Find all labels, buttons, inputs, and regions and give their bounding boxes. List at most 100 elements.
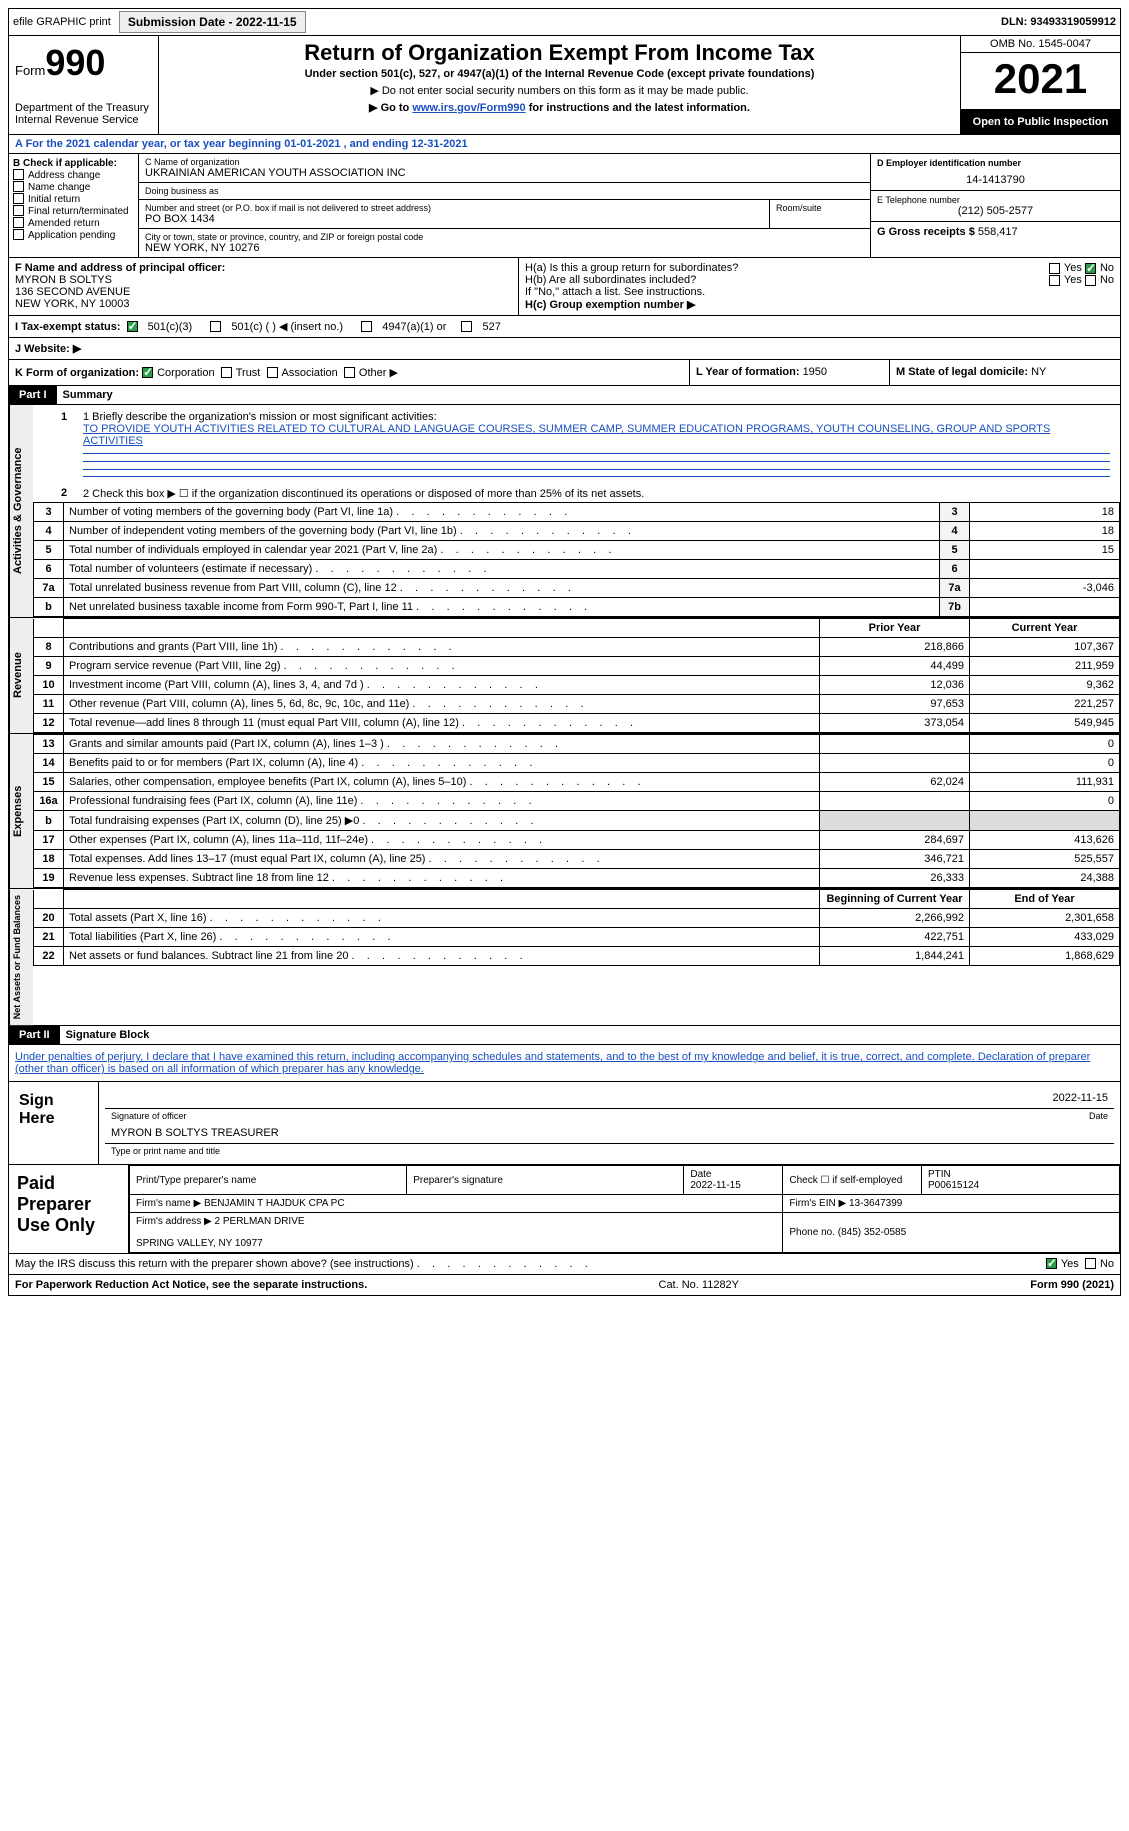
open-to-public: Open to Public Inspection [961,110,1120,134]
line-desc: Total revenue—add lines 8 through 11 (mu… [64,714,820,733]
ha-yes-checkbox[interactable] [1049,263,1060,274]
gross-value: 558,417 [978,226,1018,238]
line1-num: 1 [61,411,67,423]
rev-sidetab: Revenue [9,618,33,733]
prior-value: 1,844,241 [820,947,970,966]
netassets-section: Net Assets or Fund Balances Beginning of… [8,889,1121,1026]
current-value: 24,388 [970,869,1120,888]
submission-date-button[interactable]: Submission Date - 2022-11-15 [119,11,306,33]
trust-checkbox[interactable] [221,367,232,378]
hb-yes-checkbox[interactable] [1049,275,1060,286]
cat-no: Cat. No. 11282Y [659,1279,740,1291]
line-num: b [34,598,64,617]
527-checkbox[interactable] [461,321,472,332]
dept-label: Department of the Treasury Internal Reve… [15,102,152,126]
prior-value: 346,721 [820,850,970,869]
efile-label: efile GRAPHIC print [13,16,111,28]
part2-bar: Part II [9,1026,60,1044]
line-value [970,598,1120,617]
beg-year-hdr: Beginning of Current Year [820,890,970,909]
current-value: 107,367 [970,638,1120,657]
line-desc: Investment income (Part VIII, column (A)… [64,676,820,695]
current-value: 0 [970,754,1120,773]
line-num: 5 [34,541,64,560]
ha-no-checkbox[interactable] [1085,263,1096,274]
irs-link[interactable]: www.irs.gov/Form990 [412,102,525,114]
opt-amended[interactable]: Amended return [13,217,134,229]
corp-checkbox[interactable] [142,367,153,378]
line-num: 22 [34,947,64,966]
activities-governance-section: Activities & Governance 1 1 Briefly desc… [8,405,1121,618]
ptin-hdr: PTIN [928,1169,951,1180]
part2-header: Part II Signature Block [8,1026,1121,1045]
part1-header: Part I Summary [8,386,1121,405]
expenses-section: Expenses 13Grants and similar amounts pa… [8,734,1121,889]
form-number: 990 [45,42,105,83]
ha-label: H(a) Is this a group return for subordin… [525,262,1049,274]
mission-blank-line [83,453,1110,461]
current-value: 0 [970,735,1120,754]
sig-date: 2022-11-15 [1047,1090,1114,1106]
line-ref: 4 [940,522,970,541]
opt-app-pending[interactable]: Application pending [13,229,134,241]
irs-yes-checkbox[interactable] [1046,1258,1057,1269]
ptin-value: P00615124 [928,1180,979,1191]
goto-post: for instructions and the latest informat… [526,102,750,114]
line-value: 18 [970,503,1120,522]
prior-value: 44,499 [820,657,970,676]
line-num: 20 [34,909,64,928]
line-desc: Professional fundraising fees (Part IX, … [64,792,820,811]
f-label: F Name and address of principal officer: [15,262,512,274]
line-desc: Other revenue (Part VIII, column (A), li… [64,695,820,714]
subtitle-2: ▶ Do not enter social security numbers o… [163,84,956,97]
501c3-checkbox[interactable] [127,321,138,332]
prior-value: 218,866 [820,638,970,657]
sig-declaration: Under penalties of perjury, I declare th… [8,1045,1121,1082]
line-ref: 7b [940,598,970,617]
street-address: PO BOX 1434 [145,213,763,225]
line-value: 18 [970,522,1120,541]
ein-value: 14-1413790 [877,168,1114,186]
goto-pre: ▶ Go to [369,102,412,114]
firm-name: BENJAMIN T HAJDUK CPA PC [204,1198,345,1209]
current-value: 549,945 [970,714,1120,733]
other-checkbox[interactable] [344,367,355,378]
line-desc: Grants and similar amounts paid (Part IX… [64,735,820,754]
current-value: 2,301,658 [970,909,1120,928]
dln-label: DLN: 93493319059912 [1001,16,1116,28]
line-desc: Total assets (Part X, line 16) [64,909,820,928]
prior-value [820,811,970,831]
line-num: b [34,811,64,831]
4947-checkbox[interactable] [361,321,372,332]
assoc-checkbox[interactable] [267,367,278,378]
line-num: 14 [34,754,64,773]
line-desc: Revenue less expenses. Subtract line 18 … [64,869,820,888]
room-label: Room/suite [776,203,864,213]
line-desc: Total liabilities (Part X, line 26) [64,928,820,947]
opt-final-return[interactable]: Final return/terminated [13,205,134,217]
current-value: 9,362 [970,676,1120,695]
mission-text[interactable]: TO PROVIDE YOUTH ACTIVITIES RELATED TO C… [83,423,1050,447]
opt-initial-return[interactable]: Initial return [13,193,134,205]
footer-line: For Paperwork Reduction Act Notice, see … [8,1275,1121,1296]
501c-checkbox[interactable] [210,321,221,332]
line-num: 10 [34,676,64,695]
addr-label: Number and street (or P.O. box if mail i… [145,203,763,213]
mission-blank-line [83,461,1110,469]
prior-value: 2,266,992 [820,909,970,928]
current-year-hdr: Current Year [970,619,1120,638]
hb-no-checkbox[interactable] [1085,275,1096,286]
line-num: 21 [34,928,64,947]
section-bcdeg: B Check if applicable: Address change Na… [8,154,1121,258]
line-num: 19 [34,869,64,888]
opt-name-change[interactable]: Name change [13,181,134,193]
end-year-hdr: End of Year [970,890,1120,909]
firm-phone-lbl: Phone no. [789,1227,837,1238]
expenses-table: 13Grants and similar amounts paid (Part … [33,734,1120,888]
prior-year-hdr: Prior Year [820,619,970,638]
irs-discuss-row: May the IRS discuss this return with the… [8,1254,1121,1275]
line-desc: Benefits paid to or for members (Part IX… [64,754,820,773]
irs-no-checkbox[interactable] [1085,1258,1096,1269]
opt-address-change[interactable]: Address change [13,169,134,181]
line-num: 3 [34,503,64,522]
